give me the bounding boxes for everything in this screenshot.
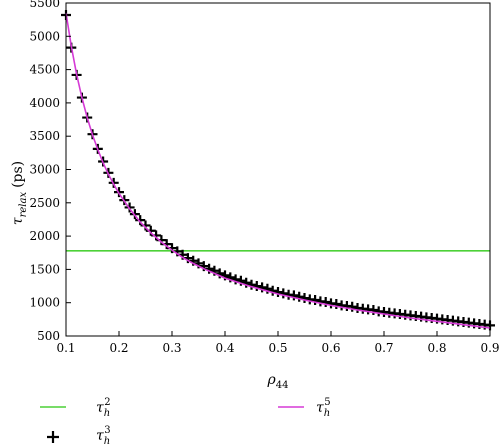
x-tick-label: 0.7 — [374, 341, 393, 355]
data-point-plus — [310, 295, 321, 306]
axes — [65, 2, 491, 337]
series-tau-h5-line — [65, 12, 491, 329]
x-tick-label: 0.8 — [427, 341, 446, 355]
data-point-plus — [241, 277, 252, 288]
data-point-plus — [246, 279, 257, 290]
x-tick-label: 0.1 — [56, 341, 75, 355]
y-tick-label: 5500 — [29, 0, 60, 10]
x-axis-label-symbol: ρ — [267, 372, 277, 388]
x-tick-label: 0.4 — [215, 341, 234, 355]
y-tick-label: 500 — [37, 329, 60, 343]
data-point-plus — [225, 272, 236, 283]
y-tick-label: 1000 — [29, 296, 60, 310]
y-tick-label: 2000 — [29, 229, 60, 243]
legend-item-tau-h5: τh5 — [278, 397, 331, 419]
y-tick-label: 5000 — [29, 29, 60, 43]
legend-swatch-tau-h3 — [47, 431, 59, 443]
x-tick-label: 0.3 — [162, 341, 181, 355]
y-tick-label: 4000 — [29, 96, 60, 110]
legend-label-tau-h3: τh3 — [96, 425, 111, 447]
data-point-plus — [214, 268, 225, 279]
x-tick-label: 0.5 — [268, 341, 287, 355]
y-tick-label: 3500 — [29, 129, 60, 143]
data-point-plus — [129, 209, 140, 220]
data-point-plus — [251, 281, 262, 292]
legend-item-tau-h3: τh3 — [47, 425, 111, 447]
data-point-plus — [368, 305, 379, 316]
y-tick-label: 3000 — [29, 163, 60, 177]
x-axis-label-sub: 44 — [276, 380, 289, 391]
data-point-plus — [145, 225, 156, 236]
plot-area — [61, 9, 495, 331]
x-tick-label: 0.2 — [109, 341, 128, 355]
data-point-plus — [262, 283, 273, 294]
legend-label-tau-h5: τh5 — [316, 397, 331, 419]
x-tick-label: 0.6 — [321, 341, 340, 355]
y-axis-label-sub: relax — [18, 192, 29, 218]
legend-label-tau-h2: τh2 — [96, 397, 111, 419]
y-axis-label-unit: (ps) — [10, 161, 26, 188]
data-point-plus — [288, 290, 299, 301]
y-axis-label: τrelax (ps) — [10, 161, 29, 225]
data-point-plus — [230, 274, 241, 285]
data-point-plus — [299, 293, 310, 304]
x-tick-label: 0.9 — [480, 341, 499, 355]
plot-frame — [65, 2, 491, 337]
data-point-plus — [135, 215, 146, 226]
y-tick-label: 4500 — [29, 63, 60, 77]
data-point-plus — [347, 301, 358, 312]
legend: τh2 τh3 τh5 — [40, 397, 331, 447]
y-tick-label: 1500 — [29, 262, 60, 276]
data-point-plus — [294, 291, 305, 302]
data-point-plus — [278, 288, 289, 299]
x-axis-ticks: 0.1 0.2 0.3 0.4 0.5 0.6 0.7 0.8 0.9 — [56, 331, 500, 355]
series-tau-h3-markers — [61, 9, 495, 331]
y-axis-label-symbol: τ — [10, 217, 26, 225]
legend-item-tau-h2: τh2 — [40, 397, 111, 419]
data-point-plus — [320, 297, 331, 308]
series-tau-h5-line-path — [65, 12, 491, 329]
data-point-plus — [257, 282, 268, 293]
y-tick-label: 2500 — [29, 196, 60, 210]
data-point-plus — [267, 285, 278, 296]
data-point-plus — [140, 220, 151, 231]
y-axis-ticks: 500 1000 1500 2000 2500 3000 3500 4000 4500 5000 5… — [29, 0, 71, 343]
x-axis-label: ρ44 — [267, 372, 289, 391]
data-point-plus — [331, 299, 342, 310]
data-point-plus — [273, 287, 283, 298]
